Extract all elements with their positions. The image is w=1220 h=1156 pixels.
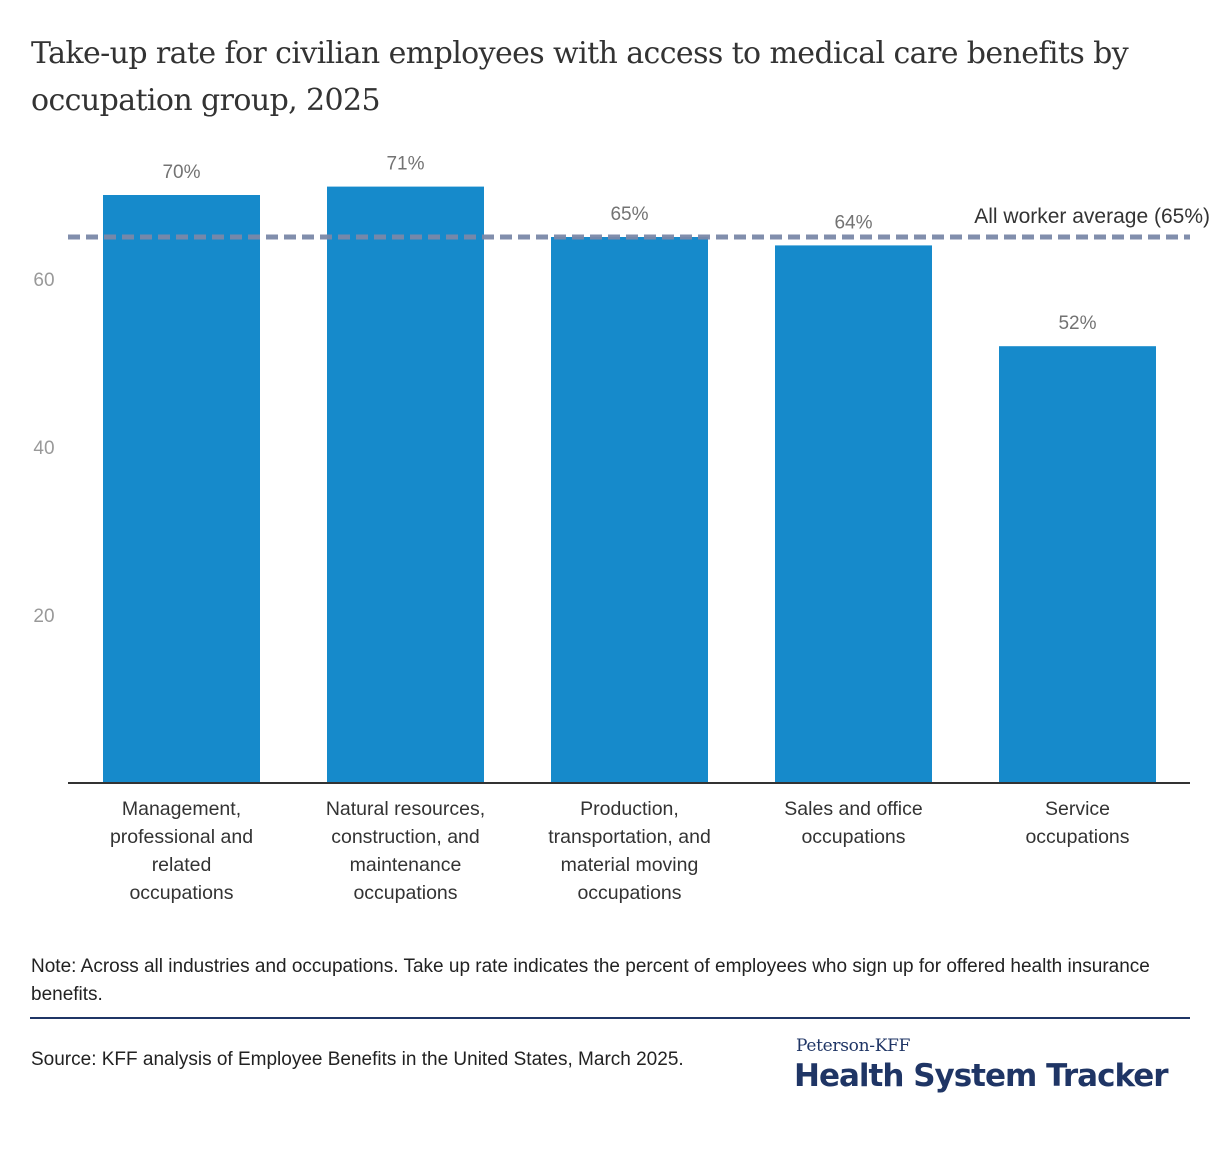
bars xyxy=(103,186,1156,784)
data-label: 65% xyxy=(610,204,648,225)
data-label: 64% xyxy=(834,212,872,233)
average-reference-label: All worker average (65%) xyxy=(974,205,1210,228)
y-tick-label: 40 xyxy=(33,438,54,459)
category-label-line: occupations xyxy=(801,826,906,848)
category-label-line: Natural resources, xyxy=(325,798,486,820)
category-label-line: related xyxy=(151,854,212,876)
data-label: 70% xyxy=(162,162,200,183)
y-tick-label: 20 xyxy=(33,606,54,627)
y-tick-label: 60 xyxy=(33,270,54,291)
chart-note: Note: Across all industries and occupati… xyxy=(31,956,1150,1005)
bar xyxy=(103,195,260,783)
data-label: 71% xyxy=(386,154,424,175)
y-axis-ticks: 20 40 60 xyxy=(33,270,54,627)
category-label-line: Service xyxy=(1044,798,1111,820)
category-label-line: occupations xyxy=(577,882,682,904)
category-label-line: maintenance xyxy=(349,854,462,876)
category-label-line: Sales and office xyxy=(784,798,923,820)
bar xyxy=(327,186,484,784)
category-label-line: Management, xyxy=(121,798,242,820)
bar xyxy=(775,245,932,783)
x-axis-category-label: Production, transportation, and material m… xyxy=(525,795,735,907)
category-label-line: professional and xyxy=(109,826,254,848)
category-label-line: construction, and xyxy=(331,826,480,848)
logo-health-system-tracker: Health System Tracker xyxy=(794,1058,1169,1094)
category-label-line: occupations xyxy=(353,882,458,904)
chart-source: Source: KFF analysis of Employee Benefit… xyxy=(31,1049,684,1070)
footer-divider xyxy=(30,1017,1190,1019)
chart-title: Take-up rate for civilian employees with… xyxy=(31,36,1129,118)
reference-line-group: All worker average (65%) xyxy=(68,205,1210,240)
bar xyxy=(999,346,1156,783)
bar xyxy=(551,237,708,783)
category-label-line: Production, xyxy=(580,798,679,820)
x-axis-category-label: Natural resources, construction, and maint… xyxy=(301,795,511,907)
data-label: 52% xyxy=(1058,313,1096,334)
category-label-line: occupations xyxy=(1025,826,1130,848)
x-axis-category-label: Sales and office occupations xyxy=(749,795,959,851)
x-axis-category-label: Management, professional and related occupa… xyxy=(77,795,287,907)
x-axis-category-label: Service occupations xyxy=(973,795,1183,851)
data-labels: 70% 71% 65% 64% 52% xyxy=(162,154,1096,335)
category-label-line: material moving xyxy=(560,854,699,876)
category-label-line: occupations xyxy=(129,882,234,904)
category-label-line: transportation, and xyxy=(548,826,711,848)
logo-peterson-kff: Peterson-KFF xyxy=(796,1036,911,1056)
